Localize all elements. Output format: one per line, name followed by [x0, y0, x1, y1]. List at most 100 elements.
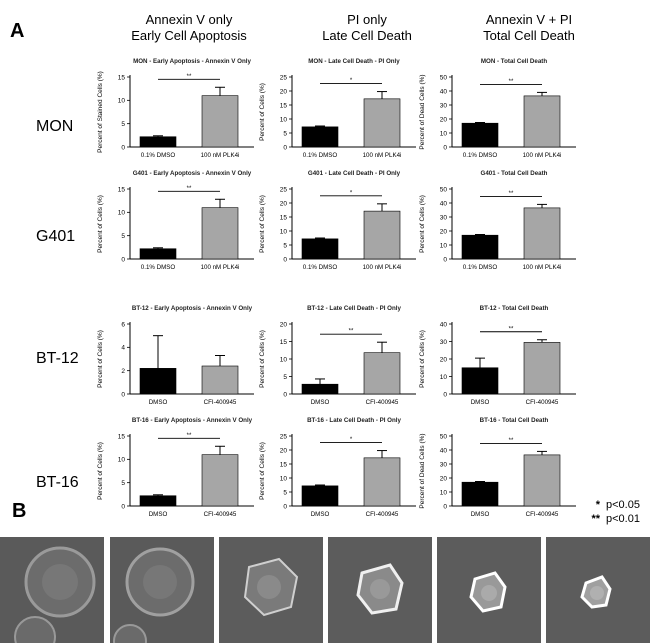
legend-item: ** p<0.01	[586, 512, 640, 526]
y-axis-label: Percent of Cells (%)	[259, 442, 266, 500]
y-tick-label: 25	[280, 433, 288, 440]
bar-chart: MON - Late Cell Death - PI Only Percent o…	[248, 55, 438, 173]
chart-svg: BT-12 - Total Cell Death Percent of Cells…	[419, 305, 576, 406]
significance-marker: **	[509, 438, 514, 444]
x-tick-label: 100 nM PLK4i	[363, 152, 402, 159]
x-tick-label: 100 nM PLK4i	[201, 264, 240, 271]
bar	[363, 98, 401, 148]
y-tick-label: 0	[443, 503, 447, 510]
y-tick-label: 10	[280, 228, 288, 235]
y-tick-label: 15	[118, 74, 126, 81]
column-header-line: Late Cell Death	[322, 28, 412, 43]
bar	[461, 234, 499, 260]
significance-marker: **	[349, 329, 354, 335]
y-tick-label: 5	[283, 130, 287, 137]
y-tick-label: 10	[118, 457, 126, 464]
x-tick-label: 0.1% DMSO	[303, 152, 338, 159]
chart-svg: BT-12 - Late Cell Death - PI Only Percent…	[259, 305, 416, 406]
y-tick-label: 50	[440, 186, 448, 193]
bar	[363, 352, 401, 395]
y-axis-label: Percent of Dead Cells (%)	[419, 433, 426, 508]
chart-svg: BT-16 - Late Cell Death - PI Only Percent…	[259, 417, 416, 518]
y-axis-label: Percent of Cells (%)	[419, 195, 426, 253]
y-tick-label: 0	[283, 503, 287, 510]
chart-svg: BT-12 - Early Apoptosis - Annexin V Only…	[97, 305, 254, 406]
y-tick-label: 50	[440, 74, 448, 81]
bar-chart: MON - Early Apoptosis - Annexin V Only Pe…	[86, 55, 276, 173]
significance-marker: *	[350, 190, 353, 196]
significance-marker: **	[187, 433, 192, 439]
y-tick-label: 0	[283, 144, 287, 151]
x-tick-label: DMSO	[149, 511, 168, 518]
y-tick-label: 0	[121, 144, 125, 151]
x-tick-label: 100 nM PLK4i	[523, 264, 562, 271]
y-tick-label: 6	[121, 321, 125, 328]
x-tick-label: CFI-400945	[526, 399, 559, 406]
chart-title: MON - Early Apoptosis - Annexin V Only	[133, 58, 251, 65]
x-tick-label: 100 nM PLK4i	[523, 152, 562, 159]
chart-title: MON - Late Cell Death - PI Only	[308, 58, 400, 65]
microscopy-image	[110, 537, 214, 643]
x-tick-label: DMSO	[311, 511, 330, 518]
y-tick-label: 10	[118, 98, 126, 105]
y-tick-label: 40	[440, 200, 448, 207]
y-tick-label: 30	[440, 102, 448, 109]
significance-marker: *	[350, 78, 353, 84]
y-tick-label: 15	[280, 339, 288, 346]
panel-label-b: B	[12, 500, 27, 522]
chart-title: G401 - Early Apoptosis - Annexin V Only	[133, 170, 252, 177]
significance-marker: **	[509, 191, 514, 197]
column-header-line: Annexin V + PI	[485, 12, 573, 27]
y-tick-label: 10	[440, 130, 448, 137]
chart-title: BT-16 - Late Cell Death - PI Only	[307, 417, 401, 424]
y-axis-label: Percent of Dead Cells (%)	[419, 74, 426, 149]
chart-title: G401 - Total Cell Death	[481, 170, 548, 177]
bar	[523, 207, 561, 260]
x-tick-label: CFI-400945	[366, 399, 399, 406]
bar	[461, 367, 499, 395]
chart-title: G401 - Late Cell Death - PI Only	[308, 170, 401, 177]
column-header-pi: PI only Late Cell Death	[272, 12, 462, 44]
y-tick-label: 10	[440, 489, 448, 496]
y-tick-label: 10	[440, 374, 448, 381]
y-tick-label: 20	[280, 88, 288, 95]
bar-chart: MON - Total Cell Death Percent of Dead Ce…	[408, 55, 598, 173]
bar	[301, 126, 339, 148]
bar-chart: G401 - Early Apoptosis - Annexin V Only P…	[86, 167, 276, 285]
bar	[363, 457, 401, 507]
bar	[201, 365, 239, 395]
y-tick-label: 0	[121, 256, 125, 263]
x-tick-label: DMSO	[149, 399, 168, 406]
legend-label: p<0.01	[606, 513, 640, 525]
y-axis-label: Percent of Stained Cells (%)	[97, 71, 104, 153]
bar	[201, 454, 239, 507]
chart-svg: MON - Early Apoptosis - Annexin V Only Pe…	[97, 58, 254, 159]
legend-stars: *	[595, 499, 600, 511]
chart-svg: G401 - Total Cell Death Percent of Cells …	[419, 170, 576, 271]
y-tick-label: 40	[440, 88, 448, 95]
microscopy-image	[328, 537, 432, 643]
microscopy-image	[437, 537, 541, 643]
legend-label: p<0.05	[606, 499, 640, 511]
chart-svg: MON - Total Cell Death Percent of Dead Ce…	[419, 58, 576, 159]
significance-marker: **	[187, 186, 192, 192]
y-tick-label: 20	[280, 447, 288, 454]
y-axis-label: Percent of Cells (%)	[259, 330, 266, 388]
y-tick-label: 20	[280, 200, 288, 207]
y-tick-label: 40	[440, 321, 448, 328]
column-header-line: PI only	[347, 12, 387, 27]
y-tick-label: 15	[118, 186, 126, 193]
y-tick-label: 20	[440, 475, 448, 482]
chart-title: BT-16 - Early Apoptosis - Annexin V Only	[132, 417, 253, 424]
bar-chart: BT-12 - Total Cell Death Percent of Cells…	[408, 302, 598, 420]
y-tick-label: 2	[121, 368, 125, 375]
bar	[461, 122, 499, 148]
bar	[523, 342, 561, 395]
bar-chart: BT-12 - Early Apoptosis - Annexin V Only…	[86, 302, 276, 420]
bar-chart: G401 - Total Cell Death Percent of Cells …	[408, 167, 598, 285]
row-label-bt12: BT-12	[36, 350, 79, 367]
x-tick-label: CFI-400945	[366, 511, 399, 518]
significance-marker: *	[350, 437, 353, 443]
bar	[301, 485, 339, 507]
y-tick-label: 0	[443, 256, 447, 263]
